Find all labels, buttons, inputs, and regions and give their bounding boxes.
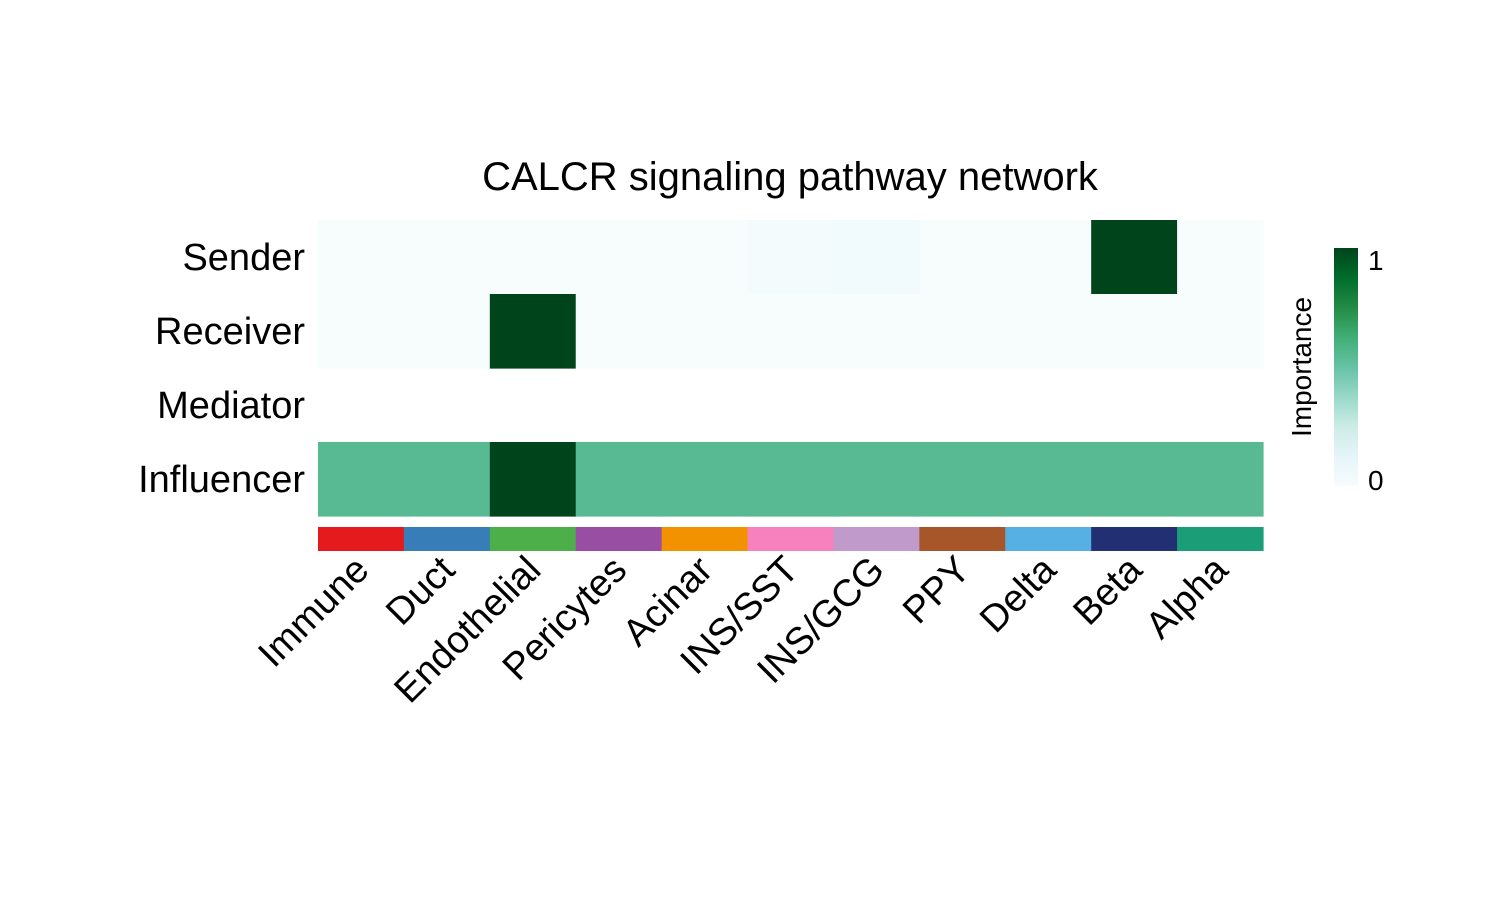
cell-influencer-beta: [1091, 442, 1178, 517]
column-label-alpha: Alpha: [1138, 548, 1237, 647]
annotation-pericytes: [575, 527, 663, 551]
cell-sender-delta: [1005, 220, 1092, 295]
cell-receiver-duct: [403, 294, 491, 369]
cell-receiver-immune: [318, 294, 405, 369]
legend-colorbar: [1334, 248, 1358, 486]
row-label-influencer: Influencer: [138, 459, 305, 501]
annotation-ins-gcg: [833, 527, 920, 551]
legend-tick-max: 1: [1368, 245, 1384, 276]
legend-title: Importance: [1286, 297, 1317, 437]
cell-receiver-acinar: [661, 294, 749, 369]
cell-sender-ins-gcg: [833, 220, 920, 295]
cell-influencer-alpha: [1177, 442, 1264, 517]
column-label-beta: Beta: [1065, 548, 1151, 634]
cell-influencer-ins-gcg: [833, 442, 920, 517]
column-label-immune: Immune: [251, 549, 378, 676]
cell-influencer-delta: [1005, 442, 1092, 517]
cell-influencer-duct: [403, 442, 491, 517]
cell-influencer-acinar: [661, 442, 749, 517]
cell-sender-duct: [403, 220, 491, 295]
annotation-ins-sst: [747, 527, 835, 551]
cell-influencer-immune: [318, 442, 405, 517]
column-annotation-bar: [318, 527, 1264, 551]
annotation-endothelial: [489, 527, 577, 551]
column-label-delta: Delta: [972, 548, 1065, 641]
row-labels: Sender Receiver Mediator Influencer: [138, 237, 305, 501]
annotation-alpha: [1177, 527, 1264, 551]
column-label-ppy: PPY: [895, 549, 978, 632]
cell-receiver-endothelial: [489, 294, 577, 369]
cell-influencer-endothelial: [489, 442, 577, 517]
cell-influencer-ins-sst: [747, 442, 835, 517]
annotation-duct: [403, 527, 491, 551]
legend-tick-min: 0: [1368, 465, 1384, 496]
cell-receiver-alpha: [1177, 294, 1264, 369]
row-label-receiver: Receiver: [155, 311, 305, 353]
column-labels: Immune DuctEndothelialPericytesAcinarINS/…: [251, 548, 1237, 711]
row-label-sender: Sender: [182, 237, 305, 279]
cell-sender-beta: [1091, 220, 1178, 295]
row-label-mediator: Mediator: [157, 385, 305, 427]
cell-sender-pericytes: [575, 220, 663, 295]
heatmap-cells: [318, 220, 1264, 517]
cell-receiver-beta: [1091, 294, 1178, 369]
annotation-immune: [318, 527, 405, 551]
cell-receiver-ins-sst: [747, 294, 835, 369]
cell-sender-alpha: [1177, 220, 1264, 295]
annotation-delta: [1005, 527, 1092, 551]
cell-sender-acinar: [661, 220, 749, 295]
cell-influencer-pericytes: [575, 442, 663, 517]
cell-sender-ins-sst: [747, 220, 835, 295]
annotation-ppy: [919, 527, 1006, 551]
importance-legend: Importance 1 0: [1286, 245, 1384, 496]
cell-receiver-delta: [1005, 294, 1092, 369]
cell-receiver-pericytes: [575, 294, 663, 369]
annotation-acinar: [661, 527, 749, 551]
cell-influencer-ppy: [919, 442, 1006, 517]
cell-receiver-ins-gcg: [833, 294, 920, 369]
cell-sender-endothelial: [489, 220, 577, 295]
cell-sender-ppy: [919, 220, 1006, 295]
annotation-beta: [1091, 527, 1178, 551]
cell-sender-immune: [318, 220, 405, 295]
cell-receiver-ppy: [919, 294, 1006, 369]
chart-title: CALCR signaling pathway network: [482, 155, 1099, 199]
